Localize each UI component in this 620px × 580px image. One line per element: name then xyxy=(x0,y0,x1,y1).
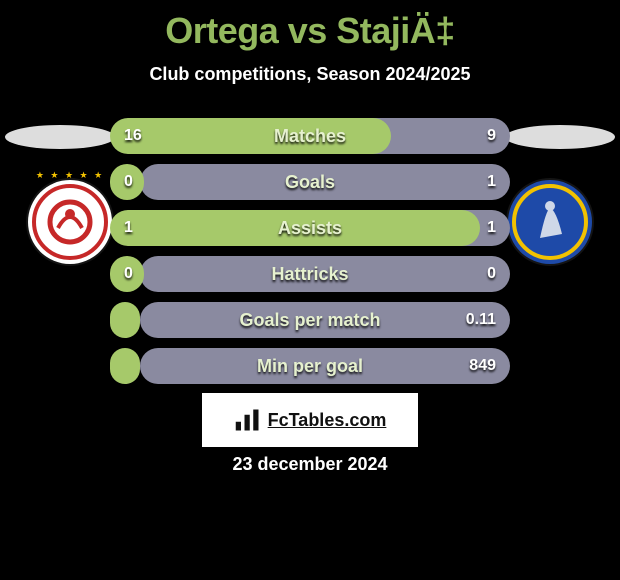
stat-bar-left xyxy=(110,348,140,384)
stat-bar-right xyxy=(140,302,510,338)
comparison-stats: Matches169 Goals01 Assists11 Hattricks00 Goa… xyxy=(110,118,510,394)
page-subtitle: Club competitions, Season 2024/2025 xyxy=(0,64,620,85)
team-crest-right xyxy=(508,180,592,264)
stat-bar-right xyxy=(140,348,510,384)
stat-row: Matches169 xyxy=(110,118,510,154)
page-title: Ortega vs StajiÄ‡ xyxy=(0,0,620,52)
stat-bar-left xyxy=(110,118,391,154)
decoration-ellipse-right xyxy=(505,125,615,149)
stat-row: Goals per match0.11 xyxy=(110,302,510,338)
brand-bars-icon xyxy=(234,407,262,433)
stat-bar-left xyxy=(110,256,144,292)
brand-link[interactable]: FcTables.com xyxy=(202,393,418,447)
stat-row: Assists11 xyxy=(110,210,510,246)
stat-bar-left xyxy=(110,302,140,338)
decoration-ellipse-left xyxy=(5,125,115,149)
stat-bar-right xyxy=(140,164,510,200)
stat-bar-right xyxy=(140,256,510,292)
stat-row: Hattricks00 xyxy=(110,256,510,292)
crest-emblem-left xyxy=(28,180,112,264)
crest-emblem-right xyxy=(508,180,592,264)
stat-row: Min per goal849 xyxy=(110,348,510,384)
infographic-date: 23 december 2024 xyxy=(0,454,620,475)
stat-row: Goals01 xyxy=(110,164,510,200)
stat-bar-left xyxy=(110,164,144,200)
team-crest-left: ★ ★ ★ ★ ★ xyxy=(28,180,112,264)
stat-bar-left xyxy=(110,210,480,246)
brand-text: FcTables.com xyxy=(268,410,387,431)
